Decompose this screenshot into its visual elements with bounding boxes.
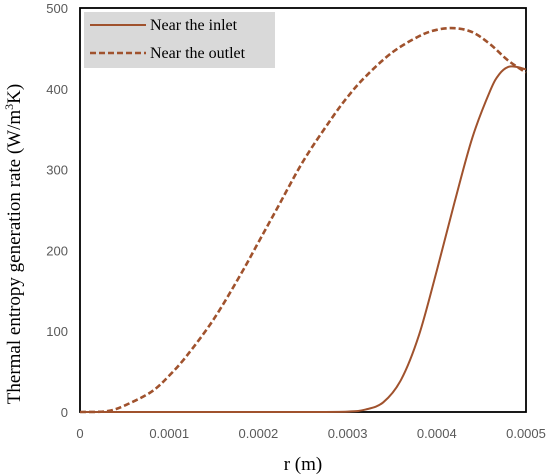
- series-line-near-outlet: [79, 26, 527, 414]
- x-tick-label: 0.0005: [506, 426, 546, 441]
- y-axis-title: Thermal entropy generation rate (W/m3K): [2, 84, 25, 404]
- y-axis-title-tail: K): [4, 84, 25, 104]
- legend: Near the inlet Near the outlet: [84, 12, 275, 68]
- y-tick-labels: 0 100 200 300 400 500: [46, 1, 68, 420]
- x-axis-title: r (m): [284, 454, 323, 475]
- y-tick-label: 0: [61, 405, 68, 420]
- x-tick-labels: 0 0.0001 0.0002 0.0003 0.0004 0.0005: [76, 426, 546, 441]
- y-tick-label: 400: [46, 82, 68, 97]
- x-tick-label: 0.0001: [149, 426, 189, 441]
- y-tick-label: 100: [46, 324, 68, 339]
- x-tick-label: 0.0003: [328, 426, 368, 441]
- x-tick-label: 0.0002: [239, 426, 279, 441]
- legend-background: [84, 12, 275, 68]
- series-layer: [79, 26, 527, 414]
- y-axis-title-main: Thermal entropy generation rate (W/m: [4, 110, 25, 405]
- y-tick-label: 200: [46, 243, 68, 258]
- y-tick-label: 500: [46, 1, 68, 16]
- x-tick-label: 0.0004: [417, 426, 457, 441]
- legend-label-near-inlet: Near the inlet: [150, 17, 238, 34]
- legend-label-near-outlet: Near the outlet: [150, 45, 246, 62]
- x-tick-label: 0: [76, 426, 83, 441]
- series-line-near-inlet: [80, 65, 527, 414]
- y-tick-label: 300: [46, 163, 68, 178]
- y-axis-title-superscript: 3: [2, 104, 16, 110]
